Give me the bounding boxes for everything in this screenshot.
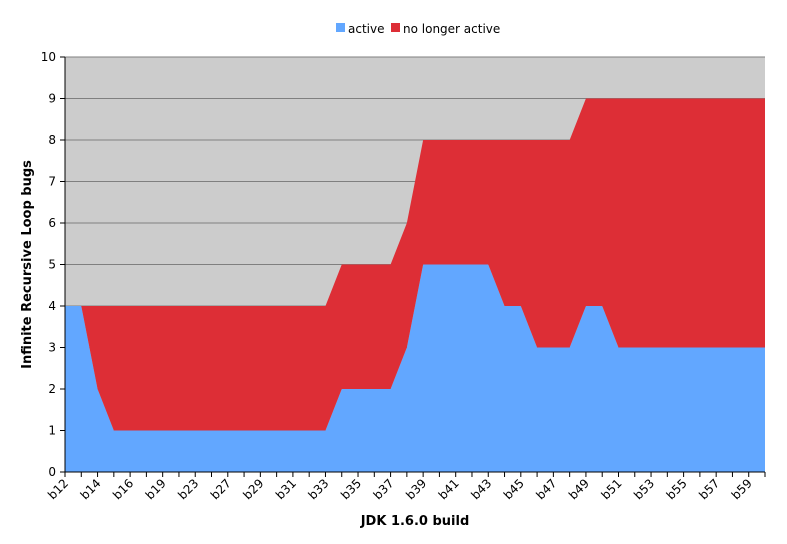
x-tick-label: b35 [338,476,364,502]
x-tick-label: b14 [78,476,104,502]
x-tick-label: b55 [664,476,690,502]
x-tick-label: b27 [208,476,234,502]
axes [60,56,766,477]
y-tick-label: 8 [48,133,56,147]
x-tick-label: b12 [45,476,71,502]
y-tick-label: 6 [48,216,56,230]
y-axis-title: Infinite Recursive Loop bugs [20,160,35,369]
x-tick-label: b39 [403,476,429,502]
x-tick-label: b45 [501,476,527,502]
x-tick-label: b53 [631,476,657,502]
x-axis-title: JDK 1.6.0 build [360,514,470,529]
y-tick-label: 10 [41,50,56,64]
x-tick-label: b29 [240,476,266,502]
legend: active no longer active [336,22,500,36]
y-tick-label: 4 [48,299,56,313]
legend-item-no-longer-active: no longer active [391,22,500,36]
x-tick-label: b23 [175,476,201,502]
x-tick-label: b57 [696,476,722,502]
legend-swatch [391,23,400,32]
y-tick-label: 7 [48,175,56,189]
x-tick-label: b51 [599,476,625,502]
y-tick-label: 0 [48,465,56,479]
legend-label: active [348,22,384,36]
area-series-active [65,264,765,472]
x-tick-label: b16 [110,476,136,502]
x-tick-label: b33 [306,476,332,502]
area-series-no-longer-active [65,98,765,431]
x-tick-label: b37 [371,476,397,502]
x-tick-label: b49 [566,476,592,502]
x-tick-label: b31 [273,476,299,502]
legend-item-active: active [336,22,384,36]
y-tick-label: 2 [48,382,56,396]
x-tick-label: b43 [468,476,494,502]
x-tick-labels: b12 b14 b16 b19 b23 b27 b29 b31 b33 b35 b37 b39 b41 b… [45,476,755,502]
y-tick-label: 5 [48,258,56,272]
y-tick-label: 1 [48,424,56,438]
x-tick-label: b47 [533,476,559,502]
x-tick-label: b41 [436,476,462,502]
y-tick-label: 9 [48,92,56,106]
x-tick-label: b59 [729,476,755,502]
area-series [65,98,765,472]
x-tick-label: b19 [143,476,169,502]
y-tick-labels: 0 1 2 3 4 5 6 7 8 9 10 [41,50,56,479]
y-tick-label: 3 [48,341,56,355]
legend-swatch [336,23,345,32]
legend-label: no longer active [403,22,500,36]
